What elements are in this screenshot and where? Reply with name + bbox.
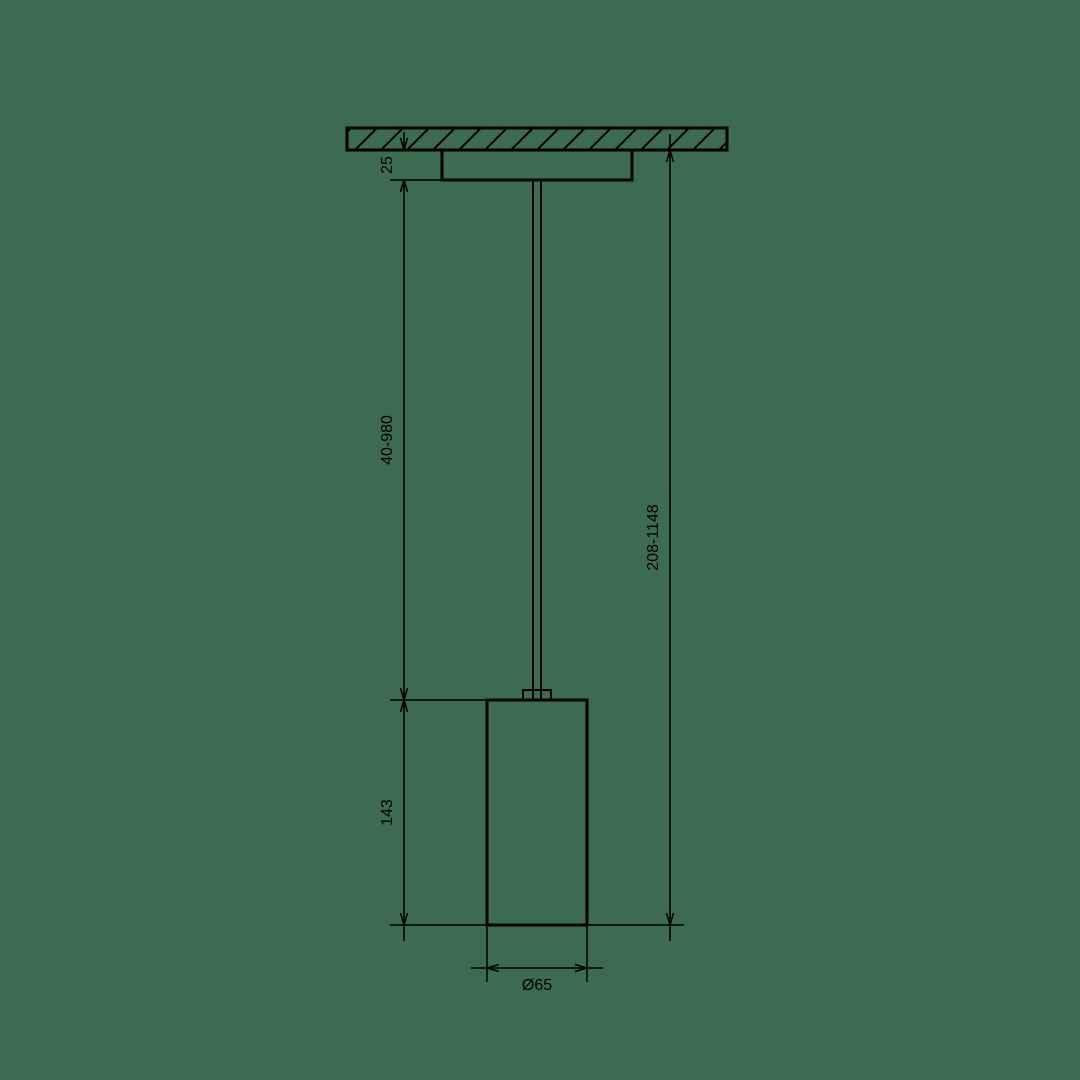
- dim-cord-range: 40-980: [379, 415, 396, 465]
- dim-diameter: Ø65: [522, 977, 552, 994]
- dim-overall-range: 208-1148: [645, 504, 662, 571]
- dim-canopy-height: 25: [379, 156, 396, 174]
- dim-body-height: 143: [379, 799, 396, 826]
